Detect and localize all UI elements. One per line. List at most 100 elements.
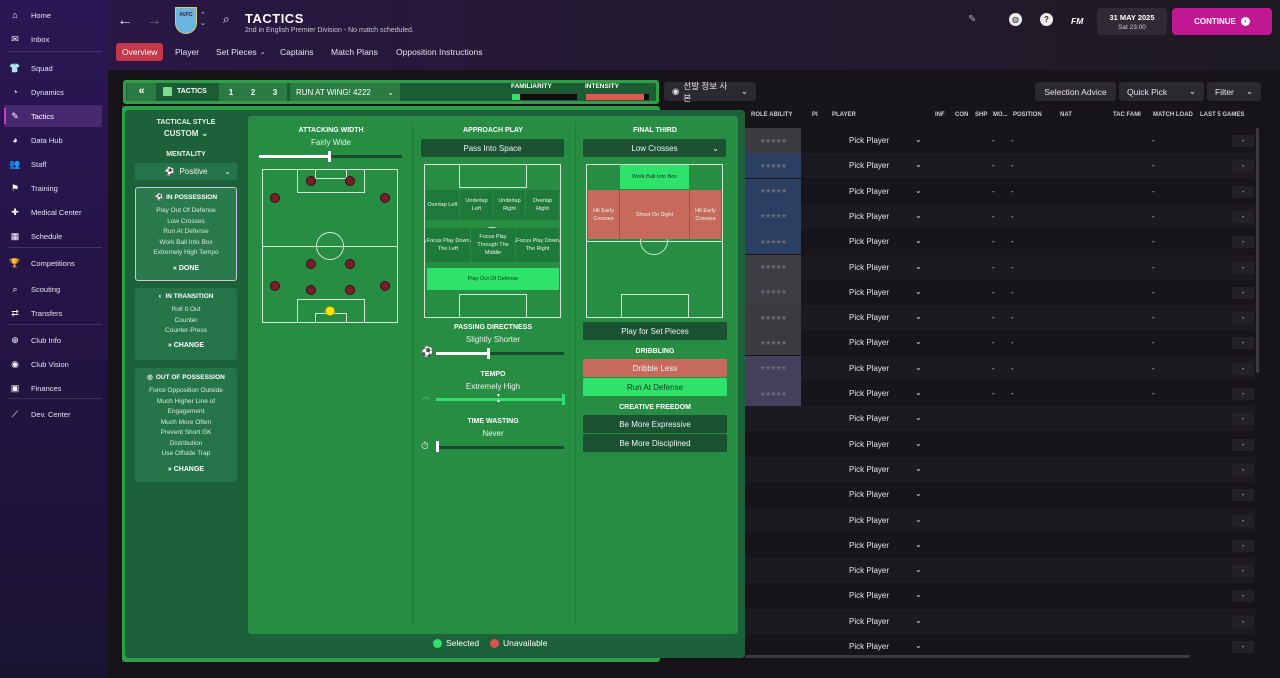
run-at-defense-button[interactable]: Run At Defense — [583, 378, 727, 396]
selection-advice-button[interactable]: Selection Advice — [1035, 82, 1116, 101]
tab-player[interactable]: Player — [175, 47, 200, 57]
table-row[interactable]: Pick Player ⌄ - — [745, 456, 1255, 482]
final-third-dropdown[interactable]: Low Crosses ⌄ — [583, 139, 726, 157]
pick-player-dropdown[interactable]: Pick Player — [849, 591, 890, 601]
dribble-less-button[interactable]: Dribble Less — [583, 359, 727, 377]
sidebar-item-club-vision[interactable]: ◉ Club Vision — [4, 353, 102, 375]
table-row[interactable]: Pick Player ⌄ - — [745, 482, 1255, 507]
zone-play-out-of-defense[interactable]: Play Out Of Defense — [427, 268, 559, 290]
col-con[interactable]: CON — [955, 112, 969, 118]
table-row[interactable]: Pick Player ⌄ - — [745, 583, 1255, 608]
pick-player-dropdown[interactable]: Pick Player — [849, 439, 890, 449]
pick-player-dropdown[interactable]: Pick Player — [849, 414, 890, 424]
change-out-of-possession-button[interactable]: » CHANGE — [135, 466, 237, 473]
player-marker[interactable] — [306, 285, 316, 295]
tactic-slot-1[interactable]: 1 — [228, 87, 234, 97]
sidebar-item-tactics[interactable]: ✎ Tactics — [4, 105, 102, 127]
zone-hit-early-crosses-right[interactable]: Hit Early Crosses — [690, 190, 721, 239]
tempo-slider[interactable] — [436, 398, 564, 401]
forward-arrow-icon[interactable]: → — [146, 12, 162, 29]
table-row[interactable]: ★★★★★ Pick Player ⌄ - - - - — [745, 330, 1255, 356]
tactic-slot-3[interactable]: 3 — [272, 87, 278, 97]
pick-player-dropdown[interactable]: Pick Player — [849, 211, 890, 221]
club-switch-chevron-icon[interactable]: ⌃ ⌄ — [200, 12, 206, 27]
zone-focus-right[interactable]: Focus Play Down The Right — [516, 228, 559, 262]
zone-underlap-right[interactable]: Underlap Right — [494, 190, 525, 220]
player-marker[interactable] — [306, 259, 316, 269]
player-marker[interactable] — [306, 176, 316, 186]
sidebar-item-finances[interactable]: ▣ Finances — [4, 377, 102, 399]
sidebar-item-competitions[interactable]: 🏆 Competitions — [4, 252, 102, 274]
zone-focus-left[interactable]: Focus Play Down The Left — [426, 228, 470, 262]
sidebar-item-schedule[interactable]: ▦ Schedule — [4, 225, 102, 247]
table-row[interactable]: Pick Player ⌄ - — [745, 558, 1255, 584]
col-last-5-games[interactable]: LAST 5 GAMES — [1200, 112, 1245, 118]
col-match-load[interactable]: MATCH LOAD — [1153, 112, 1193, 118]
table-row[interactable]: Pick Player ⌄ - — [745, 634, 1255, 659]
sidebar-item-training[interactable]: ⚑ Training — [4, 177, 102, 199]
tab-match-plans[interactable]: Match Plans — [331, 47, 378, 57]
player-marker[interactable] — [380, 281, 390, 291]
quick-pick-button[interactable]: Quick Pick ⌄ — [1119, 82, 1204, 101]
zone-shoot-on-sight[interactable]: Shoot On Sight — [620, 190, 689, 239]
sidebar-item-dynamics[interactable]: ◔ Dynamics — [4, 81, 102, 103]
sidebar-item-home[interactable]: ⌂ Home — [4, 4, 102, 26]
pick-player-dropdown[interactable]: Pick Player — [849, 540, 890, 550]
pick-player-dropdown[interactable]: Pick Player — [849, 515, 890, 525]
play-for-set-pieces-button[interactable]: Play for Set Pieces — [583, 322, 727, 340]
sidebar-item-staff[interactable]: 👥 Staff — [4, 153, 102, 175]
pick-player-dropdown[interactable]: Pick Player — [849, 186, 890, 196]
player-marker[interactable] — [345, 176, 355, 186]
sidebar-item-inbox[interactable]: ✉ Inbox — [4, 28, 102, 50]
out-of-possession-card[interactable]: ◎ OUT OF POSSESSION Force Opposition Outs… — [135, 368, 237, 482]
in-transition-card[interactable]: ◐ IN TRANSITION Roll It Out Counter Count… — [135, 288, 237, 360]
sidebar-item-squad[interactable]: 👕 Squad — [4, 57, 102, 79]
sidebar-item-medical-center[interactable]: ✚ Medical Center — [4, 201, 102, 223]
pick-player-dropdown[interactable]: Pick Player — [849, 287, 890, 297]
pick-player-dropdown[interactable]: Pick Player — [849, 363, 890, 373]
tab-set-pieces[interactable]: Set Pieces ⌄ — [210, 43, 272, 61]
collapse-panel-icon[interactable]: « — [127, 83, 156, 101]
tactical-style-value[interactable]: CUSTOM ⌄ — [136, 129, 236, 138]
tactic-name-dropdown[interactable]: RUN AT WING! 4222 ⌄ — [290, 83, 400, 101]
table-row[interactable]: ★★★★★ Pick Player ⌄ - - - - — [745, 229, 1255, 255]
goalkeeper-marker[interactable] — [325, 306, 335, 316]
pick-player-dropdown[interactable]: Pick Player — [849, 313, 890, 323]
globe-icon[interactable]: ◍ — [1009, 13, 1022, 26]
pick-player-dropdown[interactable]: Pick Player — [849, 389, 890, 398]
table-row[interactable]: ★★★★★ Pick Player ⌄ - - - - — [745, 153, 1255, 179]
player-marker[interactable] — [345, 285, 355, 295]
player-marker[interactable] — [270, 281, 280, 291]
pick-player-dropdown[interactable]: Pick Player — [849, 642, 890, 651]
table-row[interactable]: ★★★★★ Pick Player ⌄ - - - - — [745, 128, 1255, 153]
familiarity-meter[interactable] — [511, 93, 578, 101]
table-row[interactable]: ★★★★★ Pick Player ⌄ - - - - — [745, 178, 1255, 204]
lineup-info-dropdown[interactable]: ◉ 선발 정보 사본 ⌄ — [664, 81, 756, 103]
col-position[interactable]: POSITION — [1013, 112, 1042, 118]
col-inf[interactable]: INF — [935, 112, 945, 118]
time-wasting-slider[interactable] — [436, 446, 564, 449]
player-marker[interactable] — [270, 193, 280, 203]
sidebar-item-transfers[interactable]: ⇄ Transfers — [4, 302, 102, 324]
horizontal-scrollbar[interactable] — [745, 655, 1190, 658]
zone-work-ball-into-box[interactable]: Work Ball Into Box — [620, 165, 689, 189]
col-mo[interactable]: MO... — [993, 112, 1008, 118]
sidebar-item-scouting[interactable]: ⌕ Scouting — [4, 278, 102, 300]
search-icon[interactable]: ⌕ — [223, 12, 230, 26]
passing-directness-thumb[interactable] — [487, 348, 491, 359]
attacking-width-thumb[interactable] — [327, 151, 331, 162]
table-row[interactable]: ★★★★★ Pick Player ⌄ - - - - — [745, 279, 1255, 305]
filter-button[interactable]: Filter ⌄ — [1207, 82, 1261, 101]
tab-overview[interactable]: Overview — [116, 43, 164, 61]
col-role-ability[interactable]: ROLE ABILITY — [751, 112, 793, 118]
table-row[interactable]: Pick Player ⌄ - — [745, 432, 1255, 457]
pick-player-dropdown[interactable]: Pick Player — [849, 490, 890, 500]
zone-underlap-left[interactable]: Underlap Left — [460, 190, 493, 220]
zone-overlap-right[interactable]: Overlap Right — [526, 190, 559, 220]
zone-overlap-left[interactable]: Overlap Left — [426, 190, 459, 220]
back-arrow-icon[interactable]: ← — [117, 12, 133, 29]
player-marker[interactable] — [380, 193, 390, 203]
pick-player-dropdown[interactable]: Pick Player — [849, 464, 890, 474]
edit-icon[interactable]: ✎ — [968, 14, 977, 25]
club-badge[interactable]: AVFC — [175, 7, 197, 34]
